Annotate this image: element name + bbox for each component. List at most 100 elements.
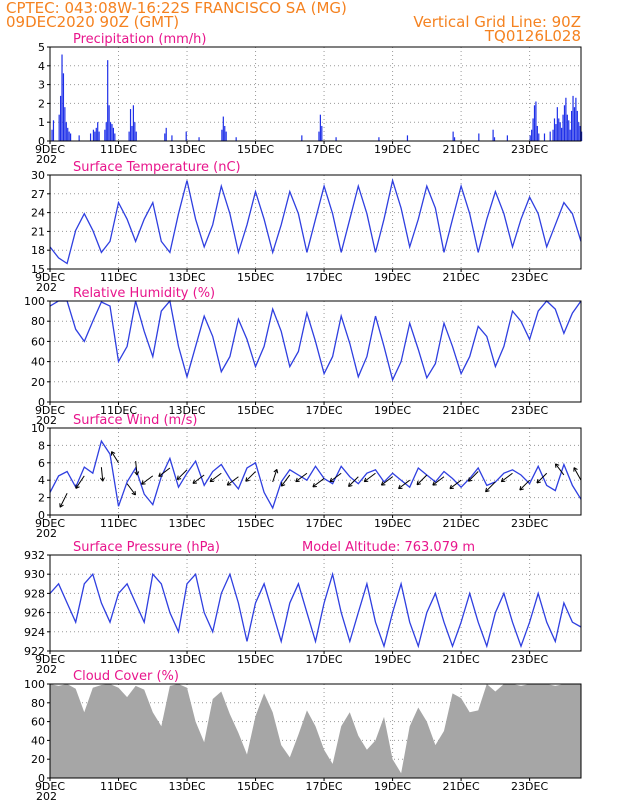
temp-title: Surface Temperature (nC) bbox=[73, 160, 241, 175]
wind-vector-head bbox=[398, 484, 403, 490]
precip-bar bbox=[134, 122, 136, 141]
precip-bar bbox=[538, 133, 540, 141]
precip-bar bbox=[111, 124, 113, 141]
wind-vector bbox=[176, 469, 188, 480]
temp-xtick-label: 19DEC bbox=[374, 271, 411, 284]
wind-vector bbox=[141, 475, 154, 485]
pres-series-line bbox=[49, 571, 582, 649]
precip-bar bbox=[131, 125, 133, 141]
precip-bar bbox=[581, 131, 583, 141]
wind-vector bbox=[272, 469, 278, 483]
precip-bar bbox=[98, 131, 100, 141]
rh-frame bbox=[49, 300, 582, 403]
wind-vector bbox=[573, 467, 582, 481]
precip-bar bbox=[107, 60, 109, 141]
temp-ytick-label: 24 bbox=[31, 207, 45, 220]
precip-bar bbox=[565, 97, 567, 141]
pres-annotation: Model Altitude: 763.079 m bbox=[302, 540, 475, 555]
precip-bar bbox=[62, 73, 65, 141]
precip-bar bbox=[566, 114, 568, 141]
precip-bar bbox=[225, 131, 227, 141]
wind-vector bbox=[126, 483, 136, 496]
wind-ytick-label: 2 bbox=[38, 492, 45, 505]
temp-xtick-label: 21DEC bbox=[443, 271, 480, 284]
pres-xtick-label: 19DEC bbox=[374, 653, 411, 666]
wind-vector-head bbox=[416, 480, 422, 486]
temp-xtick-label: 13DEC bbox=[168, 271, 205, 284]
wind-vector bbox=[192, 474, 205, 484]
precip-ytick-label: 1 bbox=[38, 116, 45, 129]
wind-vector-head bbox=[449, 484, 454, 490]
pres-xtick-label: 23DEC bbox=[511, 653, 548, 666]
wind-xtick-label: 9DEC bbox=[35, 517, 65, 530]
cloud-ytick-label: 80 bbox=[31, 697, 45, 710]
precip-bar bbox=[555, 124, 557, 141]
precip-bar bbox=[132, 105, 134, 141]
cloud-panel: 0 20 40 60 80 100 9DEC 11DEC 13DEC 15DEC 17DEC 19DE… bbox=[24, 669, 582, 800]
cloud-cover-area bbox=[50, 684, 581, 778]
precip-ytick-label: 5 bbox=[38, 41, 45, 54]
cloud-ytick-label: 60 bbox=[31, 716, 45, 729]
precip-bar bbox=[94, 131, 96, 141]
precip-bar bbox=[576, 110, 578, 141]
wind-vector-head bbox=[134, 471, 140, 476]
cloud-xtick-label: 19DEC bbox=[374, 780, 411, 793]
temp-panel: 15 18 21 24 27 30 9DEC 11DEC 13DEC 15DEC 17DEC 19DE… bbox=[31, 160, 582, 294]
precip-bar bbox=[493, 137, 496, 141]
precip-bar bbox=[224, 125, 226, 141]
wind-ytick-label: 10 bbox=[31, 422, 45, 435]
wind-vector bbox=[432, 476, 445, 486]
wind-vector-head bbox=[295, 477, 300, 483]
wind-xtick-label: 15DEC bbox=[237, 517, 274, 530]
wind-vector-head bbox=[432, 481, 437, 486]
pres-xtick-label: 21DEC bbox=[443, 653, 480, 666]
precip-bar bbox=[549, 131, 551, 141]
rh-grid bbox=[50, 301, 581, 402]
wind-vector-head bbox=[329, 477, 335, 483]
precip-bar bbox=[406, 135, 409, 141]
wind-vector-head bbox=[485, 487, 490, 493]
wind-vector-head bbox=[141, 480, 146, 485]
precip-bar bbox=[553, 118, 556, 141]
temp-ytick-label: 18 bbox=[31, 244, 45, 257]
wind-vector bbox=[348, 476, 359, 487]
pres-ytick-label: 926 bbox=[24, 607, 45, 620]
wind-vector bbox=[75, 475, 85, 489]
precip-xtick-label: 13DEC bbox=[168, 143, 205, 156]
wind-vector bbox=[209, 472, 222, 483]
wind-xtick-label: 23DEC bbox=[511, 517, 548, 530]
wind-ytick-label: 6 bbox=[38, 457, 45, 470]
precip-bar bbox=[52, 120, 55, 141]
rh-xtick-label: 23DEC bbox=[511, 404, 548, 417]
temp-ytick-label: 30 bbox=[31, 169, 45, 182]
wind-xtick-label: 11DEC bbox=[100, 517, 137, 530]
header-grid-line: Vertical Grid Line: 90Z bbox=[413, 13, 581, 31]
precip-bar bbox=[506, 135, 508, 141]
temp-series-line bbox=[49, 177, 582, 265]
precip-bar bbox=[558, 118, 560, 141]
pres-xtick-label: 13DEC bbox=[168, 653, 205, 666]
precip-bar bbox=[69, 133, 72, 141]
precip-bar bbox=[59, 95, 62, 141]
temp-xtick-label: 23DEC bbox=[511, 271, 548, 284]
rh-title: Relative Humidity (%) bbox=[73, 286, 215, 301]
wind-vector bbox=[295, 472, 308, 483]
cloud-ytick-label: 0 bbox=[38, 772, 45, 785]
precip-bar bbox=[531, 129, 533, 141]
precip-title: Precipitation (mm/h) bbox=[73, 32, 206, 47]
precip-bar bbox=[198, 137, 200, 141]
wind-vector-head bbox=[312, 482, 317, 488]
rh-ytick-label: 60 bbox=[31, 335, 45, 348]
precip-bar bbox=[222, 116, 224, 141]
precip-bar bbox=[569, 129, 571, 141]
temp-ytick-label: 27 bbox=[31, 188, 45, 201]
precip-frame bbox=[49, 46, 582, 142]
precip-bar bbox=[61, 54, 63, 141]
wind-vector bbox=[59, 493, 68, 508]
wind-vector-head bbox=[554, 463, 560, 468]
wind-vector bbox=[536, 472, 548, 484]
wind-vector-head bbox=[131, 490, 136, 496]
rh-series-line bbox=[49, 299, 582, 382]
precip-bar bbox=[378, 137, 380, 141]
cloud-ytick-label: 40 bbox=[31, 734, 45, 747]
